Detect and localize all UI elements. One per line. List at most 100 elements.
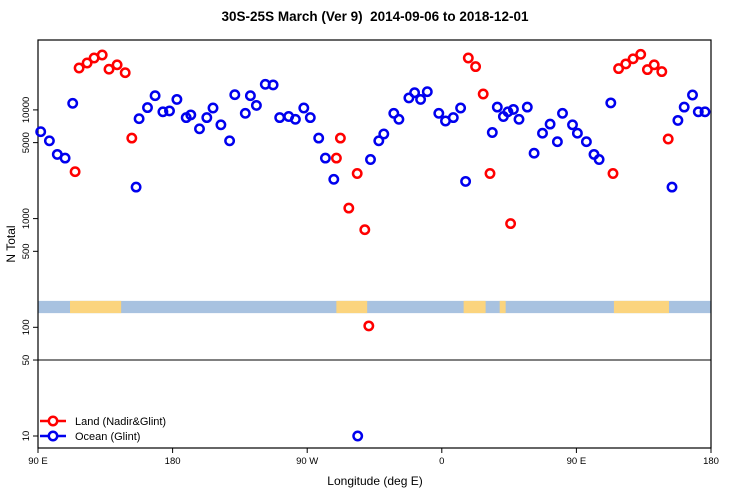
data-point-ocean	[580, 136, 592, 148]
x-tick-label: 90 E	[28, 456, 48, 467]
chart-title: 30S-25S March (Ver 9) 2014-09-06 to 2018…	[221, 9, 529, 24]
surface-band-land-segment	[70, 300, 122, 314]
data-point-ocean	[544, 118, 556, 130]
data-point-ocean	[433, 107, 445, 119]
data-point-ocean	[460, 175, 472, 187]
data-point-ocean	[365, 154, 376, 165]
data-point-ocean	[215, 119, 227, 131]
data-point-ocean	[551, 136, 563, 148]
data-point-land	[648, 59, 660, 71]
plot-border	[37, 39, 712, 449]
data-point-ocean	[513, 113, 525, 125]
legend-label: Ocean (Glint)	[75, 431, 140, 443]
data-point-ocean	[447, 112, 459, 124]
y-tick-label: 10	[21, 431, 32, 442]
data-point-ocean	[319, 152, 331, 164]
data-point-land	[662, 133, 674, 145]
surface-band-land-segment	[463, 300, 486, 314]
data-point-land	[330, 152, 342, 164]
x-tick-label: 180	[703, 456, 719, 467]
y-tick-label: 500	[21, 243, 32, 259]
data-point-land	[627, 53, 639, 65]
x-tick-label: 90 E	[567, 456, 587, 467]
y-tick-label: 50	[21, 355, 32, 366]
data-point-ocean	[678, 101, 690, 113]
data-point-land	[613, 63, 625, 75]
data-point-ocean	[378, 128, 390, 140]
data-point-ocean	[491, 101, 503, 113]
data-point-ocean	[415, 93, 427, 105]
data-point-ocean	[692, 106, 704, 118]
data-point-ocean	[537, 127, 548, 139]
data-point-land	[103, 63, 115, 75]
data-point-ocean	[571, 127, 583, 139]
data-point-ocean	[557, 107, 568, 119]
data-point-ocean	[421, 86, 433, 98]
x-tick-label: 0	[439, 456, 444, 467]
data-point-ocean	[328, 173, 340, 185]
legend-marker	[47, 415, 59, 427]
data-point-ocean	[666, 181, 678, 193]
data-point-land	[69, 166, 81, 178]
y-tick-label: 100	[21, 319, 32, 335]
surface-band-ocean	[38, 300, 711, 314]
data-point-ocean	[672, 114, 684, 126]
data-point-land	[462, 52, 474, 64]
data-point-ocean	[352, 430, 364, 442]
data-point-ocean	[605, 97, 617, 109]
data-point-ocean	[171, 93, 183, 105]
data-point-land	[96, 49, 108, 61]
data-point-ocean	[201, 112, 213, 124]
data-point-ocean	[699, 106, 711, 118]
data-point-ocean	[486, 127, 498, 138]
data-point-land	[641, 64, 653, 76]
x-tick-label: 90 W	[296, 456, 318, 467]
data-point-ocean	[133, 113, 145, 125]
data-point-land	[73, 62, 85, 74]
data-point-land	[484, 168, 496, 179]
data-point-land	[351, 168, 363, 179]
data-point-land	[470, 61, 482, 73]
data-point-land	[111, 59, 123, 71]
data-point-ocean	[229, 89, 241, 101]
data-point-land	[635, 48, 647, 60]
data-point-ocean	[59, 152, 71, 164]
data-point-ocean	[157, 106, 169, 118]
data-point-ocean	[142, 102, 153, 114]
data-point-ocean	[298, 102, 310, 114]
data-point-ocean	[455, 102, 467, 114]
x-axis-title: Longitude (deg E)	[327, 474, 423, 488]
data-point-ocean	[373, 135, 385, 147]
data-point-ocean	[289, 113, 301, 125]
data-point-ocean	[567, 119, 578, 131]
data-point-ocean	[149, 90, 161, 102]
data-point-ocean	[313, 132, 325, 144]
legend-marker	[47, 430, 59, 442]
data-point-ocean	[67, 97, 79, 109]
data-point-land	[656, 66, 668, 78]
data-point-ocean	[250, 99, 262, 111]
data-point-ocean	[507, 103, 519, 115]
data-point-ocean	[43, 135, 55, 147]
data-point-land	[343, 202, 355, 214]
data-point-land	[477, 88, 489, 100]
data-point-ocean	[207, 102, 219, 114]
data-point-ocean	[274, 112, 286, 124]
y-tick-label: 5000	[21, 132, 32, 153]
data-point-ocean	[528, 147, 540, 159]
data-point-land	[363, 320, 375, 332]
x-tick-label: 180	[165, 456, 181, 467]
data-point-ocean	[393, 113, 405, 125]
data-point-land	[620, 58, 632, 70]
surface-band-land-segment	[613, 300, 669, 314]
data-point-land	[126, 132, 138, 144]
data-point-ocean	[304, 112, 316, 124]
data-point-ocean	[593, 154, 605, 165]
data-point-ocean	[239, 107, 251, 119]
data-point-ocean	[164, 105, 175, 117]
data-point-land	[119, 67, 131, 79]
data-point-ocean	[185, 109, 197, 121]
data-point-ocean	[521, 101, 533, 113]
